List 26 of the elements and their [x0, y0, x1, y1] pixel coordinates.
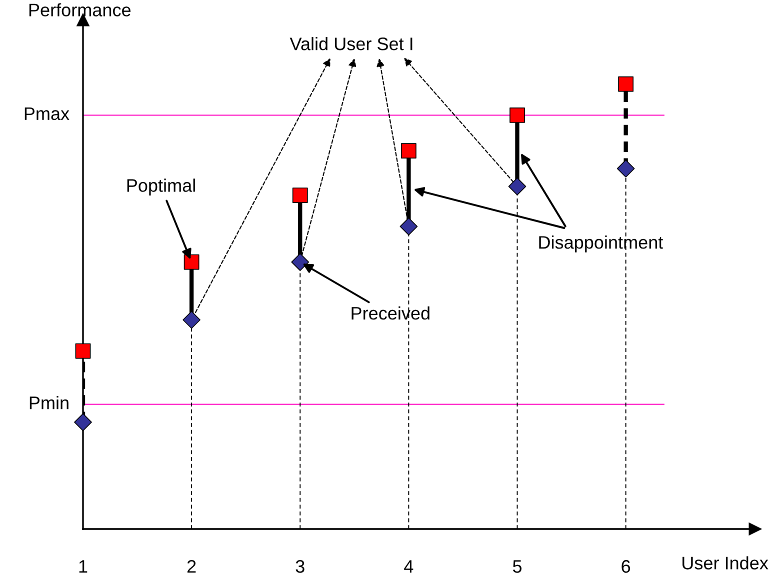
annotation: Disappointment [539, 236, 664, 252]
annotation: Poptimal [127, 178, 195, 196]
x-tick-label: 2 [187, 560, 196, 573]
ref-line-label: Pmax [24, 107, 70, 120]
ref-line-label: Pmin [30, 396, 68, 410]
x-tick-label: 6 [622, 560, 630, 573]
x-tick-label: 5 [512, 560, 522, 573]
point [184, 254, 200, 270]
point [292, 188, 308, 204]
point [182, 310, 200, 329]
annotation: Preceived [352, 306, 430, 320]
point [291, 253, 310, 271]
text: Valid User Set I [290, 37, 412, 50]
point [618, 76, 634, 92]
y-axis-title: Performance [29, 3, 131, 16]
point [400, 218, 418, 236]
point [75, 343, 91, 359]
point [400, 143, 416, 159]
point [508, 177, 526, 196]
x-tick-label: 4 [404, 560, 414, 573]
x-tick-label: 1 [79, 560, 88, 573]
point [616, 160, 635, 178]
point [74, 413, 92, 432]
x-tick-label: 3 [296, 560, 304, 573]
point [510, 108, 525, 123]
x-axis-title: User Index [682, 556, 768, 570]
